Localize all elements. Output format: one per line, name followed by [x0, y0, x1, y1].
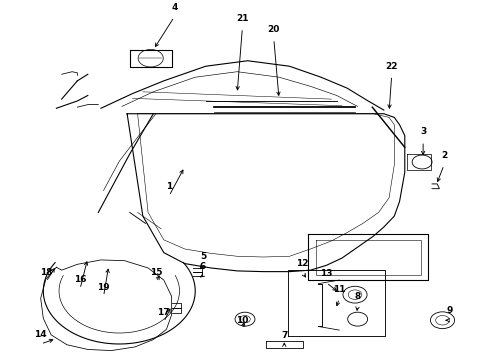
- Text: 22: 22: [386, 62, 398, 71]
- Text: 12: 12: [296, 259, 309, 268]
- Text: 15: 15: [149, 268, 162, 277]
- Text: 13: 13: [320, 269, 332, 278]
- Text: 20: 20: [268, 25, 280, 34]
- Text: 5: 5: [200, 252, 206, 261]
- Text: 10: 10: [236, 316, 248, 325]
- Text: 6: 6: [200, 261, 206, 270]
- Text: 7: 7: [281, 331, 288, 340]
- Text: 8: 8: [354, 292, 361, 301]
- Text: 2: 2: [441, 151, 447, 160]
- Text: 3: 3: [420, 127, 426, 136]
- Text: 16: 16: [74, 275, 86, 284]
- Text: 19: 19: [97, 283, 110, 292]
- Text: 11: 11: [333, 284, 345, 293]
- Text: 1: 1: [166, 182, 172, 191]
- Text: 4: 4: [171, 3, 177, 12]
- Text: 21: 21: [236, 14, 248, 23]
- Text: 9: 9: [446, 306, 452, 315]
- Text: 14: 14: [34, 330, 47, 339]
- Text: 18: 18: [40, 268, 52, 277]
- Text: 17: 17: [157, 308, 170, 317]
